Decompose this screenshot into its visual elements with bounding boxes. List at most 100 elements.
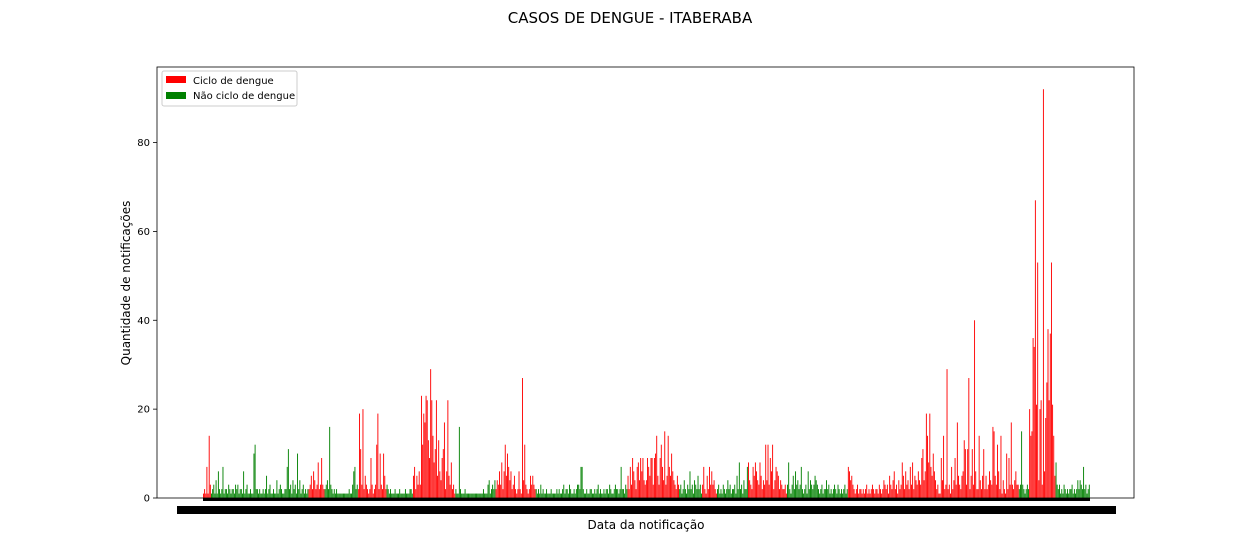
x-tick-label-glyph [260, 506, 265, 514]
bar [417, 484, 419, 498]
x-tick-label-glyph [933, 506, 938, 514]
bar [971, 449, 973, 498]
bar [805, 484, 807, 498]
x-tick-label-glyph [716, 506, 720, 514]
x-tick-label-glyph [179, 506, 184, 514]
bar [542, 489, 544, 498]
bar [702, 484, 704, 498]
x-tick-label-glyph [579, 506, 584, 514]
bar [694, 480, 696, 498]
bar [264, 489, 266, 498]
bar [586, 489, 588, 498]
bar [404, 489, 406, 498]
x-tick-label-glyph [694, 506, 698, 514]
bar [1053, 435, 1055, 498]
x-tick-label-glyph [779, 506, 784, 514]
x-tick-label-glyph [821, 506, 826, 514]
bar [253, 453, 255, 498]
x-tick-label-glyph [546, 506, 551, 514]
bar [812, 489, 814, 498]
bar [846, 489, 848, 498]
bar [875, 489, 877, 498]
bar [203, 493, 204, 498]
bar [258, 493, 259, 498]
x-tick-label-glyph [1109, 506, 1114, 514]
x-tick-label-glyph [766, 506, 771, 514]
bar [512, 484, 514, 498]
bar [388, 493, 390, 498]
bar [517, 489, 519, 498]
bar [644, 484, 646, 498]
bar [777, 475, 779, 498]
x-tick-label-glyph [372, 506, 377, 514]
x-tick-label-glyph [892, 506, 896, 514]
bar [516, 493, 518, 498]
x-tick-label-glyph [524, 506, 529, 514]
bar [231, 489, 233, 498]
x-tick-label-glyph [744, 506, 749, 514]
x-tick-label-glyph [203, 506, 208, 514]
bar [995, 484, 997, 498]
x-tick-label-glyph [531, 506, 536, 514]
x-tick-label-glyph [900, 506, 905, 514]
bar [985, 475, 987, 498]
bar [213, 484, 215, 498]
bar [320, 484, 321, 498]
bar [259, 489, 261, 498]
x-tick-label-glyph [188, 506, 192, 514]
bar [678, 484, 679, 498]
bar [705, 493, 707, 498]
bar [781, 484, 783, 498]
bar [749, 480, 751, 498]
bar [963, 440, 965, 498]
bar [606, 489, 608, 498]
bar [1073, 489, 1075, 498]
x-tick-label-glyph [630, 506, 635, 514]
x-tick-label-glyph [870, 506, 874, 514]
x-tick-label-glyph [443, 506, 448, 514]
x-tick-label-glyph [881, 506, 885, 514]
x-axis-label: Data da notificação [587, 518, 704, 532]
x-tick-label-glyph [489, 506, 494, 514]
x-tick-label-glyph [925, 506, 929, 514]
bar [402, 493, 404, 498]
bar [1067, 489, 1068, 498]
bar [239, 489, 241, 498]
bar [639, 480, 640, 498]
bar [205, 493, 207, 498]
x-tick-label-glyph [562, 506, 566, 514]
bar [251, 493, 253, 498]
bar [873, 489, 875, 498]
x-tick-label-glyph [724, 506, 729, 514]
bar [793, 489, 795, 498]
x-tick-label-glyph [806, 506, 811, 514]
bar [871, 484, 873, 498]
x-tick-label-glyph [696, 506, 701, 514]
bar [536, 493, 538, 498]
bar [894, 489, 896, 498]
bar [399, 489, 401, 498]
bar [510, 471, 512, 498]
bar [979, 480, 981, 498]
bar [262, 489, 264, 498]
bar [1077, 480, 1079, 498]
x-tick-label-glyph [999, 506, 1004, 514]
bar [769, 458, 771, 498]
bar [975, 471, 977, 498]
bar [551, 493, 553, 498]
bar [656, 435, 658, 498]
x-tick-label-glyph [848, 506, 852, 514]
bar [642, 458, 644, 498]
x-tick-label-glyph [808, 506, 813, 514]
x-tick-label-glyph [339, 506, 344, 514]
x-tick-label-glyph [405, 506, 410, 514]
bar [735, 493, 737, 498]
bar [294, 484, 296, 498]
x-tick-label-glyph [1043, 506, 1048, 514]
bar [287, 449, 289, 498]
bar [831, 493, 833, 498]
x-tick-label-glyph [522, 506, 527, 514]
bar [306, 493, 308, 498]
x-tick-label-glyph [691, 506, 696, 514]
bar [589, 489, 591, 498]
